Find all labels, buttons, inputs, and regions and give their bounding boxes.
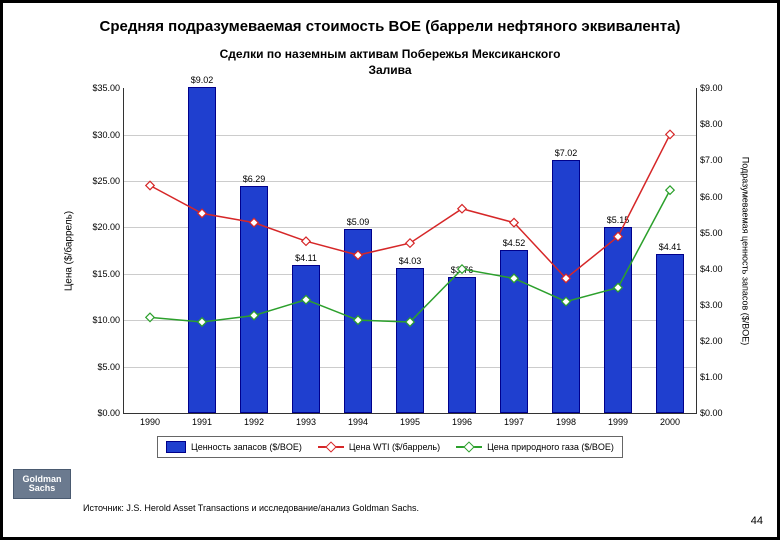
x-tick: 1999 xyxy=(608,417,628,427)
marker-wti xyxy=(302,237,310,245)
x-tick: 1997 xyxy=(504,417,524,427)
bar-value-label: $9.02 xyxy=(191,75,214,85)
source-text: Источник: J.S. Herold Asset Transactions… xyxy=(83,503,419,513)
yl-tick: $5.00 xyxy=(97,362,120,372)
legend-bar-label: Ценность запасов ($/BOE) xyxy=(191,442,302,452)
marker-wti xyxy=(146,181,154,189)
legend-item-bar: Ценность запасов ($/BOE) xyxy=(166,441,302,453)
marker-wti xyxy=(666,130,674,138)
yr-tick: $7.00 xyxy=(700,155,723,165)
x-tick: 1991 xyxy=(192,417,212,427)
left-axis-title: Цена ($/баррель) xyxy=(64,211,75,291)
x-tick: 1992 xyxy=(244,417,264,427)
yl-tick: $15.00 xyxy=(92,269,120,279)
marker-gas xyxy=(146,313,154,321)
legend-gas-label: Цена природного газа ($/BOE) xyxy=(487,442,614,452)
x-tick: 1996 xyxy=(452,417,472,427)
yr-tick: $8.00 xyxy=(700,119,723,129)
yl-tick: $25.00 xyxy=(92,176,120,186)
x-tick: 2000 xyxy=(660,417,680,427)
page-number: 44 xyxy=(751,515,763,527)
yr-tick: $5.00 xyxy=(700,228,723,238)
yl-tick: $20.00 xyxy=(92,222,120,232)
line-gas xyxy=(150,190,670,322)
x-tick: 1993 xyxy=(296,417,316,427)
line-swatch-wti xyxy=(318,442,344,452)
marker-gas xyxy=(666,186,674,194)
marker-gas xyxy=(562,298,570,306)
main-title: Средняя подразумеваемая стоимость BOE (б… xyxy=(13,18,767,35)
marker-gas xyxy=(302,296,310,304)
yl-tick: $30.00 xyxy=(92,130,120,140)
marker-wti xyxy=(458,205,466,213)
marker-gas xyxy=(250,311,258,319)
legend-wti-label: Цена WTI ($/баррель) xyxy=(349,442,440,452)
yr-tick: $9.00 xyxy=(700,83,723,93)
yl-tick: $0.00 xyxy=(97,408,120,418)
chart-area: Цена ($/баррель) Подразумеваемая ценност… xyxy=(123,88,697,414)
yr-tick: $1.00 xyxy=(700,372,723,382)
marker-gas xyxy=(198,318,206,326)
marker-gas xyxy=(614,284,622,292)
yl-tick: $35.00 xyxy=(92,83,120,93)
bar-swatch-icon xyxy=(166,441,186,453)
yr-tick: $4.00 xyxy=(700,264,723,274)
x-tick: 1990 xyxy=(140,417,160,427)
logo-line2: Sachs xyxy=(29,484,56,493)
marker-wti xyxy=(198,209,206,217)
line-layer xyxy=(124,88,696,413)
legend-item-wti: Цена WTI ($/баррель) xyxy=(318,442,440,452)
line-swatch-gas xyxy=(456,442,482,452)
marker-gas xyxy=(354,316,362,324)
x-tick: 1995 xyxy=(400,417,420,427)
marker-gas xyxy=(510,274,518,282)
legend-item-gas: Цена природного газа ($/BOE) xyxy=(456,442,614,452)
marker-wti xyxy=(250,219,258,227)
marker-wti xyxy=(354,251,362,259)
sub-title: Сделки по наземным активам Побережья Мек… xyxy=(13,47,767,78)
yr-tick: $2.00 xyxy=(700,336,723,346)
yr-tick: $6.00 xyxy=(700,192,723,202)
x-tick: 1998 xyxy=(556,417,576,427)
yl-tick: $10.00 xyxy=(92,315,120,325)
x-tick: 1994 xyxy=(348,417,368,427)
right-axis-title: Подразумеваемая ценность запасов ($/BOE) xyxy=(741,156,751,345)
slide-page: Средняя подразумеваемая стоимость BOE (б… xyxy=(0,0,780,540)
logo: Goldman Sachs xyxy=(13,469,71,499)
yr-tick: $0.00 xyxy=(700,408,723,418)
line-wti xyxy=(150,135,670,279)
legend: Ценность запасов ($/BOE) Цена WTI ($/бар… xyxy=(157,436,623,458)
marker-wti xyxy=(406,239,414,247)
yr-tick: $3.00 xyxy=(700,300,723,310)
